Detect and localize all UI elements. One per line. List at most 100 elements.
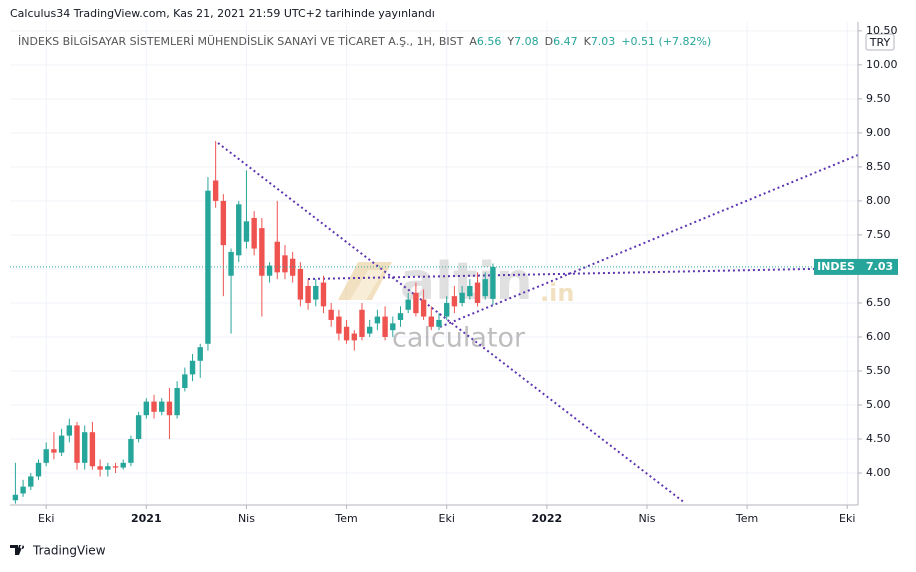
candle-body [428, 316, 434, 327]
ohlc-value: 7.08 [514, 35, 539, 48]
x-tick-label: 2021 [131, 512, 162, 525]
candle [420, 289, 427, 320]
last-price-label: 7.03 [866, 260, 893, 273]
candle [490, 263, 496, 305]
candle [58, 428, 65, 457]
candle [120, 459, 126, 470]
candle [220, 194, 227, 297]
candle [166, 387, 173, 440]
y-tick-label: 4.00 [866, 466, 891, 479]
x-tick-label: Nis [638, 512, 655, 525]
candle-body [366, 326, 373, 334]
candle [236, 200, 242, 263]
ohlc-value: 6.56 [477, 35, 502, 48]
trend-line [307, 267, 859, 280]
candle-body [174, 387, 180, 416]
axes: 4.004.505.005.506.006.507.007.508.008.50… [38, 24, 897, 525]
candle [343, 319, 350, 344]
candle [89, 422, 96, 470]
candle [482, 272, 488, 300]
candle-body [82, 432, 88, 463]
candle-body [413, 292, 419, 314]
candle-body [336, 316, 342, 334]
candle-body [374, 316, 381, 324]
candle-body [43, 449, 49, 463]
footer-logo [10, 545, 25, 555]
y-tick-label: 8.50 [866, 160, 891, 173]
candle-body [305, 285, 311, 303]
published-caption: Calculus34 TradingView.com, Kas 21, 2021… [10, 7, 435, 20]
candle-body [420, 299, 427, 317]
x-tick-label: Tem [334, 512, 357, 525]
candle-body [320, 282, 327, 307]
y-tick-label: 7.50 [866, 228, 891, 241]
candle-body [444, 302, 450, 317]
candle [320, 275, 327, 314]
candle [351, 330, 357, 351]
candle [197, 343, 203, 378]
currency-badge [865, 33, 895, 51]
candle-body [474, 282, 481, 303]
candle [266, 262, 273, 283]
candle [297, 262, 304, 307]
candle [143, 398, 150, 419]
candle [451, 285, 458, 314]
candle [474, 272, 481, 307]
watermark-domain: .in [540, 279, 574, 307]
trend-line [439, 154, 859, 328]
candle-body [212, 180, 219, 201]
candle-body [405, 299, 411, 310]
candle-body [482, 279, 488, 297]
candles [12, 141, 496, 504]
candle-body [151, 401, 157, 412]
candle-body [282, 255, 288, 273]
candle [128, 435, 134, 467]
candle [51, 432, 57, 460]
y-tick-label: 5.50 [866, 364, 891, 377]
candle [467, 279, 473, 300]
ticker-label: INDES [817, 260, 855, 273]
candle-body [390, 323, 396, 331]
candle [390, 316, 396, 337]
ohlc-key: Y [506, 35, 514, 48]
x-tick-label: Tem [735, 512, 758, 525]
candle [189, 353, 196, 382]
watermark-logo [350, 270, 384, 300]
candle-body [220, 200, 227, 246]
candle-body [20, 486, 26, 494]
candle-body [236, 204, 242, 256]
ohlc-value: 7.03 [591, 35, 616, 48]
candle-body [259, 228, 265, 276]
last-price-badge [858, 258, 898, 275]
watermark-sub: calculator [392, 323, 526, 354]
candle [20, 479, 26, 497]
candle [251, 211, 257, 256]
candle-body [66, 425, 73, 436]
candle [35, 459, 42, 480]
x-tick-label: Nis [238, 512, 255, 525]
candle [397, 306, 404, 327]
candle [413, 282, 419, 317]
y-tick-label: 4.50 [866, 432, 891, 445]
candle-body [274, 241, 280, 273]
candle-body [182, 374, 188, 388]
candle [428, 306, 434, 331]
candle [436, 313, 442, 331]
drawings [217, 142, 859, 504]
candle [228, 248, 234, 334]
candle [444, 296, 450, 320]
y-tick-label: 9.00 [866, 126, 891, 139]
candle-body [28, 476, 34, 487]
x-tick-label: Eki [38, 512, 54, 525]
candle-body [459, 292, 465, 303]
candle [405, 292, 411, 314]
y-tick-label: 10.00 [866, 58, 898, 71]
candle [359, 302, 365, 341]
candle [374, 309, 381, 331]
candle-body [135, 415, 142, 440]
ohlc-change: +0.51 (+7.82%) [621, 35, 711, 48]
candle-body [490, 266, 496, 299]
candle [28, 473, 34, 491]
candle-body [228, 251, 234, 276]
